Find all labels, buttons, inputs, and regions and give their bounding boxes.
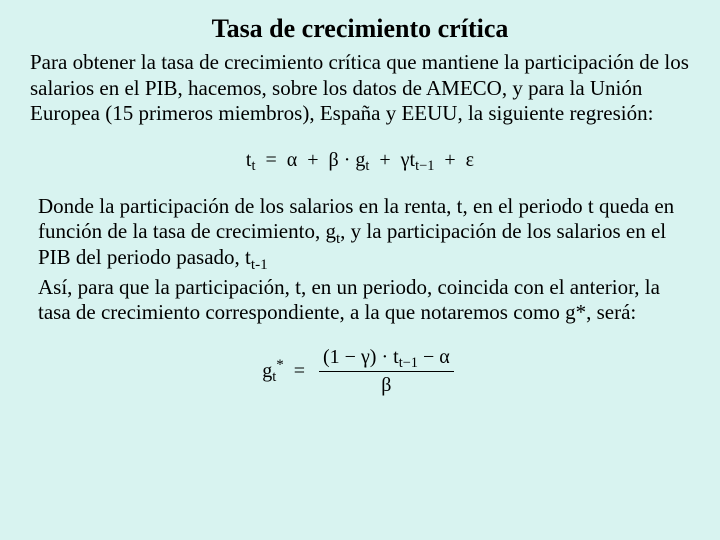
eq1-g-sub: t bbox=[365, 158, 369, 174]
eq2-num-post: − bbox=[418, 346, 439, 368]
para2-b-sub: t-1 bbox=[251, 257, 268, 273]
eq1-lag-sub: t−1 bbox=[415, 158, 434, 174]
conclusion-paragraph: Así, para que la participación, t, en un… bbox=[30, 275, 690, 326]
regression-equation: tt = α + β · gt + γtt−1 + ε bbox=[30, 149, 690, 172]
explanation-paragraph: Donde la participación de los salarios e… bbox=[30, 194, 690, 271]
eq1-gamma: γ bbox=[401, 149, 410, 171]
eq1-lhs-sub: t bbox=[251, 158, 255, 174]
eq2-fraction: (1 − γ) · tt−1 − α β bbox=[319, 346, 454, 397]
eq1-alpha: α bbox=[287, 149, 297, 171]
eq1-g: g bbox=[355, 149, 365, 171]
eq2-num-pre: (1 − bbox=[323, 346, 361, 368]
eq1-eps: ε bbox=[466, 149, 474, 171]
para2-a-sub: t bbox=[336, 231, 340, 247]
eq1-beta: β bbox=[329, 149, 339, 171]
eq2-numerator: (1 − γ) · tt−1 − α bbox=[319, 346, 454, 372]
eq2-num-sub: t−1 bbox=[399, 355, 418, 371]
eq2-lhs-var: g bbox=[262, 360, 272, 382]
eq2-gamma: γ bbox=[361, 346, 370, 368]
slide-title: Tasa de crecimiento crítica bbox=[30, 14, 690, 44]
eq2-star: * bbox=[276, 357, 284, 373]
intro-paragraph: Para obtener la tasa de crecimiento crít… bbox=[30, 50, 690, 127]
slide: Tasa de crecimiento crítica Para obtener… bbox=[0, 0, 720, 540]
eq2-denominator: β bbox=[319, 372, 454, 397]
eq2-alpha: α bbox=[439, 346, 449, 368]
eq2-num-mid: ) · t bbox=[370, 346, 399, 368]
gstar-equation: gt* = (1 − γ) · tt−1 − α β bbox=[30, 346, 690, 397]
